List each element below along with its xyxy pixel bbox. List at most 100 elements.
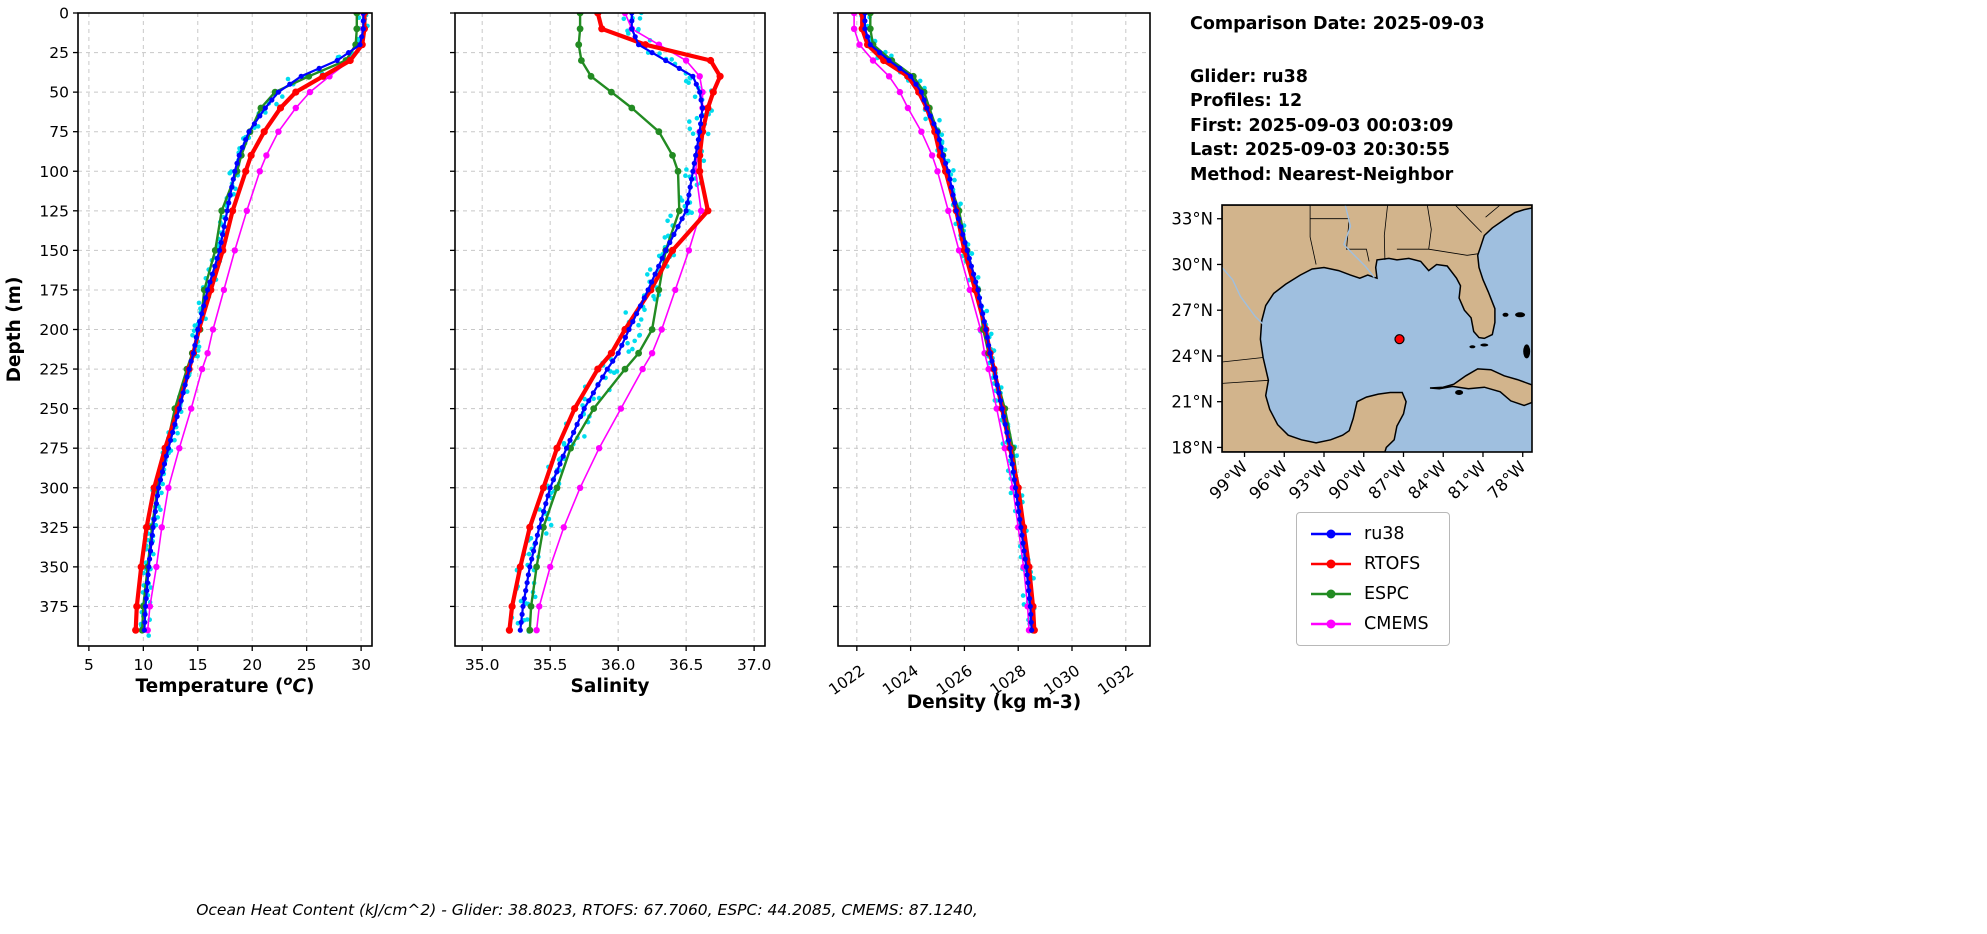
legend-entry-CMEMS: CMEMS [1309, 614, 1429, 634]
series-ESPC-markers [138, 13, 361, 634]
series-ru38-line [519, 13, 704, 631]
svg-text:37.0: 37.0 [737, 656, 772, 674]
svg-text:200: 200 [39, 321, 69, 339]
y-axis-label: Depth (m) [4, 277, 25, 383]
map-lon-label: 96°W [1245, 457, 1291, 503]
legend-label-ru38: ru38 [1364, 524, 1405, 544]
svg-text:75: 75 [49, 123, 69, 141]
svg-text:1032: 1032 [1094, 662, 1137, 699]
series-ru38-raw-scatter [138, 13, 370, 638]
map-lon-label: 99°W [1206, 457, 1252, 503]
state-border [1426, 205, 1432, 250]
series-CMEMS-line [853, 13, 1030, 631]
svg-text:1022: 1022 [825, 662, 868, 699]
map-lon-label: 81°W [1444, 457, 1490, 503]
svg-text:325: 325 [39, 519, 69, 537]
svg-text:375: 375 [39, 598, 69, 616]
legend-marker-ESPC [1311, 589, 1351, 599]
legend-entry-ru38: ru38 [1309, 524, 1429, 544]
svg-text:225: 225 [39, 361, 69, 379]
series-ru38-raw-scatter [506, 13, 714, 634]
method: Method: Nearest-Neighbor [1190, 164, 1454, 185]
svg-text:350: 350 [39, 558, 69, 576]
series-RTOFS-line [133, 13, 367, 631]
state-border [1396, 248, 1478, 256]
legend: ru38 RTOFS ESPC CMEMS [1296, 512, 1450, 646]
series-ru38-line [863, 13, 1033, 631]
svg-text:36.0: 36.0 [601, 656, 636, 674]
map-lat-label: 21°N [1171, 393, 1213, 412]
series-CMEMS-line [146, 13, 365, 631]
series-RTOFS-markers [505, 13, 724, 634]
x-axis-label-2: Density (kg m-3) [907, 692, 1082, 713]
svg-text:175: 175 [39, 281, 69, 299]
svg-text:300: 300 [39, 479, 69, 497]
x-axis-label-0: Temperature (oC) [136, 674, 315, 697]
river [1222, 267, 1269, 328]
salinity-profile-chart: 35.0 35.5 36.0 36.5 37.0 Salinity [450, 12, 772, 697]
series-CMEMS-line [535, 13, 704, 631]
series-ESPC-markers [526, 13, 683, 634]
legend-entry-ESPC: ESPC [1309, 584, 1429, 604]
profiles-count: Profiles: 12 [1190, 91, 1303, 111]
svg-text:0: 0 [59, 5, 69, 23]
series-ru38-raw-scatter [859, 13, 1037, 627]
svg-text:35.0: 35.0 [465, 656, 500, 674]
ohc-caption: Ocean Heat Content (kJ/cm^2) - Glider: 3… [196, 901, 978, 919]
map-lat-label: 24°N [1171, 347, 1213, 366]
series-RTOFS-markers [858, 13, 1038, 634]
legend-label-ESPC: ESPC [1364, 584, 1409, 604]
state-border [1222, 357, 1264, 363]
map-lon-label: 87°W [1365, 457, 1411, 503]
state-border [1309, 205, 1317, 265]
island [1523, 344, 1531, 359]
glider-name: Glider: ru38 [1190, 66, 1308, 87]
island [1469, 345, 1476, 349]
series-ESPC-line [528, 13, 681, 631]
state-border [1383, 205, 1388, 260]
x-axis-label-1: Salinity [571, 676, 650, 697]
svg-text:25: 25 [49, 44, 69, 62]
legend-label-CMEMS: CMEMS [1364, 614, 1429, 634]
series-ESPC-line [141, 13, 358, 631]
comparison-date: Comparison Date: 2025-09-03 [1190, 14, 1485, 34]
series-ru38-markers [517, 13, 706, 633]
gulf-of-mexico-map: 33°N 30°N 27°N 24°N 21°N 18°N99°W96°W93°W90°W… [1171, 204, 1533, 503]
map-lat-label: 27°N [1171, 301, 1213, 320]
map-lon-label: 90°W [1325, 457, 1371, 503]
svg-text:100: 100 [39, 163, 69, 181]
river [1343, 205, 1375, 278]
glider-position-marker [1394, 334, 1405, 345]
svg-text:30: 30 [351, 656, 371, 674]
map-frame [1221, 204, 1533, 453]
island [1502, 312, 1509, 317]
land-polygon [1222, 205, 1532, 452]
svg-text:150: 150 [39, 242, 69, 260]
series-ru38-markers [141, 13, 366, 633]
map-lon-label: 84°W [1404, 457, 1450, 503]
map-lat-label: 18°N [1171, 438, 1213, 457]
series-ru38-markers [862, 13, 1035, 633]
island [1455, 390, 1464, 395]
svg-text:125: 125 [39, 202, 69, 220]
map-lon-label: 93°W [1285, 457, 1331, 503]
state-border [1222, 379, 1269, 384]
series-ESPC-line [869, 13, 1035, 631]
map-lat-label: 30°N [1171, 255, 1213, 274]
series-RTOFS-line [860, 13, 1037, 631]
state-border [1454, 205, 1482, 233]
svg-text:275: 275 [39, 440, 69, 458]
last-profile-time: Last: 2025-09-03 20:30:55 [1190, 140, 1450, 160]
svg-text:36.5: 36.5 [669, 656, 704, 674]
svg-text:15: 15 [188, 656, 208, 674]
svg-text:10: 10 [133, 656, 153, 674]
island [1515, 312, 1526, 318]
map-lon-label: 78°W [1484, 457, 1530, 503]
series-RTOFS-markers [132, 13, 368, 634]
island [1480, 343, 1489, 347]
temperature-profile-chart: 5 10 15 20 25 3002550751001251501752002252502… [4, 5, 373, 697]
svg-text:35.5: 35.5 [533, 656, 568, 674]
svg-text:250: 250 [39, 400, 69, 418]
